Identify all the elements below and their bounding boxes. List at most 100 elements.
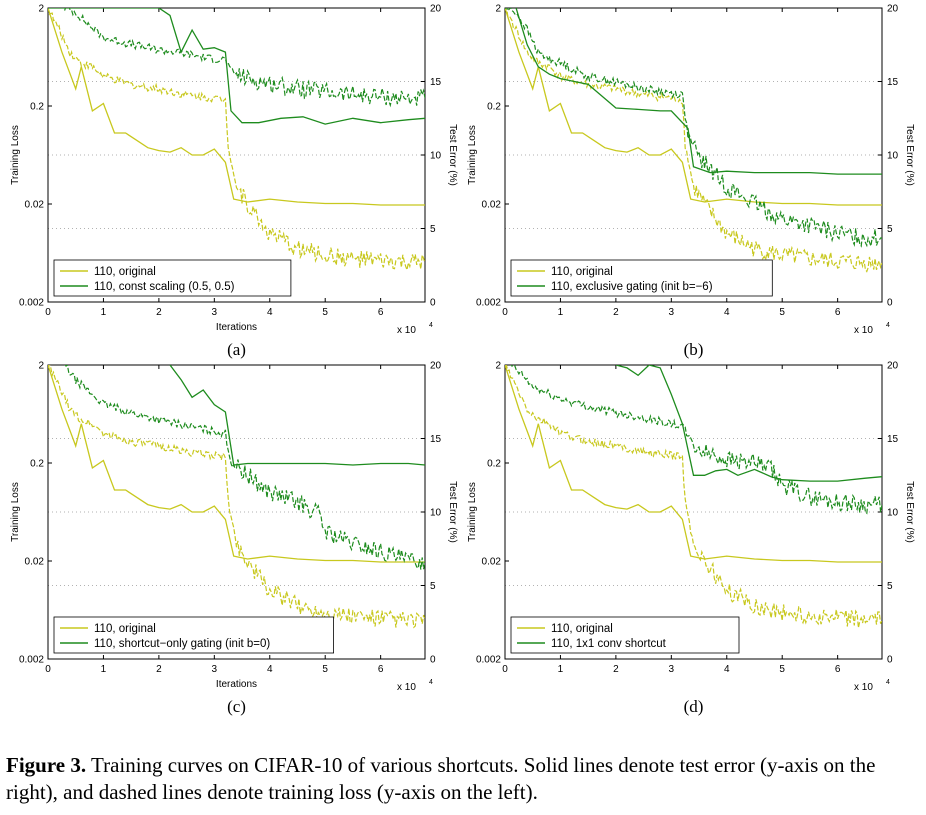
legend-box (53, 259, 292, 297)
legend: 110, original 110, shortcut−only gating (… (53, 616, 335, 654)
y-left-tick-label: 0.002 (476, 655, 501, 666)
legend-box (53, 616, 335, 654)
x-axis-label: Iterations (216, 679, 257, 690)
legend: 110, original 110, const scaling (0.5, 0.… (53, 259, 292, 297)
y-right-axis-label: Test Error (%) (447, 124, 458, 186)
x-axis-multiplier: x 10 (854, 682, 873, 693)
y-right-tick-label: 0 (887, 298, 893, 309)
panel-label: (c) (227, 697, 246, 716)
x-axis-multiplier: x 10 (397, 325, 416, 336)
y-right-tick-label: 5 (887, 224, 893, 235)
y-left-axis-label: Training Loss (467, 482, 478, 542)
y-right-tick-label: 10 (887, 508, 899, 519)
x-tick-label: 0 (45, 307, 51, 318)
y-right-tick-label: 5 (430, 581, 436, 592)
series-line-training-loss (505, 8, 882, 248)
y-right-tick-label: 20 (430, 361, 442, 372)
y-right-tick-label: 0 (887, 655, 893, 666)
plot-area (505, 8, 882, 273)
x-tick-label: 3 (669, 664, 675, 675)
panel-label: (a) (227, 340, 246, 359)
x-tick-label: 5 (779, 664, 785, 675)
series-line-test-error (505, 365, 882, 563)
y-right-tick-label: 20 (430, 4, 442, 15)
x-tick-label: 1 (558, 307, 564, 318)
y-left-tick-label: 0.002 (476, 298, 501, 309)
y-left-axis-label: Training Loss (10, 482, 21, 542)
x-tick-label: 4 (724, 307, 730, 318)
x-axis-multiplier-exponent: 4 (429, 322, 433, 329)
x-tick-label: 0 (502, 664, 508, 675)
series-line-training-loss (505, 365, 882, 628)
y-left-tick-label: 2 (38, 361, 44, 372)
y-right-tick-label: 0 (430, 298, 436, 309)
y-right-tick-label: 15 (887, 77, 899, 88)
x-axis-multiplier-exponent: 4 (429, 679, 433, 686)
legend-entry: 110, shortcut−only gating (init b=0) (94, 638, 270, 650)
series-line-test-error (505, 8, 882, 206)
y-left-tick-label: 0.02 (25, 200, 45, 211)
x-tick-label: 1 (101, 307, 107, 318)
y-left-tick-label: 0.002 (19, 655, 44, 666)
x-tick-label: 3 (212, 307, 218, 318)
legend-entry: 110, 1x1 conv shortcut (551, 638, 667, 650)
plot-area (48, 365, 425, 629)
y-right-tick-label: 5 (430, 224, 436, 235)
figure-caption-text: Training curves on CIFAR-10 of various s… (6, 753, 876, 804)
x-tick-label: 5 (779, 307, 785, 318)
plot-area (48, 8, 425, 273)
legend-box (510, 616, 740, 654)
y-left-tick-label: 0.02 (25, 557, 45, 568)
x-tick-label: 6 (835, 664, 841, 675)
series-line-test-error (169, 365, 425, 466)
legend-box (510, 259, 773, 297)
y-left-tick-label: 0.002 (19, 298, 44, 309)
x-tick-label: 6 (378, 307, 384, 318)
y-left-axis-label: Training Loss (467, 125, 478, 185)
x-tick-label: 2 (613, 307, 619, 318)
y-right-tick-label: 5 (887, 581, 893, 592)
x-tick-label: 0 (502, 307, 508, 318)
y-right-tick-label: 10 (430, 508, 442, 519)
y-left-tick-label: 0.2 (30, 459, 44, 470)
y-right-axis-label: Test Error (%) (447, 481, 458, 543)
y-right-tick-label: 10 (430, 151, 442, 162)
x-axis-multiplier-exponent: 4 (886, 322, 890, 329)
x-axis-multiplier: x 10 (854, 325, 873, 336)
y-left-tick-label: 0.2 (487, 459, 501, 470)
y-left-tick-label: 2 (495, 361, 501, 372)
x-tick-label: 5 (322, 664, 328, 675)
legend-entry: 110, const scaling (0.5, 0.5) (94, 281, 235, 293)
series-line-test-error (515, 8, 882, 175)
y-right-tick-label: 20 (887, 4, 899, 15)
series-line-test-error (48, 8, 425, 125)
series-line-test-error (48, 8, 425, 206)
x-axis-multiplier-exponent: 4 (886, 679, 890, 686)
legend-entry: 110, original (551, 623, 613, 635)
x-tick-label: 3 (212, 664, 218, 675)
series-line-training-loss (505, 8, 882, 273)
panel-label: (b) (684, 340, 704, 359)
x-tick-label: 2 (156, 307, 162, 318)
legend-entry: 110, exclusive gating (init b=−6) (551, 281, 713, 293)
y-left-axis-label: Training Loss (10, 125, 21, 185)
x-axis-multiplier: x 10 (397, 682, 416, 693)
y-left-tick-label: 0.2 (487, 102, 501, 113)
x-axis-label: Iterations (216, 322, 257, 333)
plot-area (505, 365, 882, 628)
x-tick-label: 4 (267, 664, 273, 675)
y-right-tick-label: 15 (887, 434, 899, 445)
y-left-tick-label: 2 (495, 4, 501, 15)
legend: 110, original 110, 1x1 conv shortcut (510, 616, 740, 654)
x-tick-label: 1 (101, 664, 107, 675)
y-left-tick-label: 2 (38, 4, 44, 15)
series-line-training-loss (64, 365, 425, 570)
legend-entry: 110, original (551, 266, 613, 278)
figure-caption: Figure 3. Training curves on CIFAR-10 of… (6, 752, 920, 806)
x-tick-label: 4 (267, 307, 273, 318)
y-right-tick-label: 0 (430, 655, 436, 666)
